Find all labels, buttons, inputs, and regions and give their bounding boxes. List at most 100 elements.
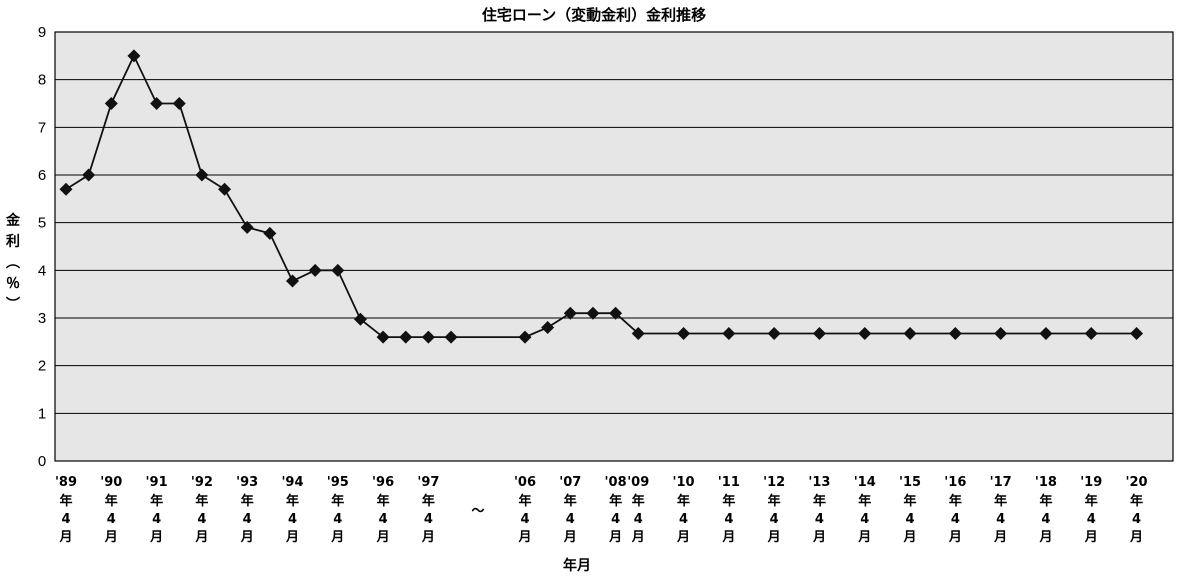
x-tick-suffix: 4 xyxy=(1041,512,1050,527)
y-axis-ticks: 0 1 2 3 4 5 6 7 8 9 xyxy=(38,24,46,470)
x-tick-suffix: 月 xyxy=(903,530,917,545)
x-tick-suffix: 4 xyxy=(243,512,252,527)
plot-area xyxy=(54,31,1174,462)
y-tick-label: 2 xyxy=(38,358,46,375)
x-tick-label: '15 年 4 月 xyxy=(899,475,921,545)
x-tick-label: '90 年 4 月 xyxy=(100,475,122,545)
x-tick-suffix: 4 xyxy=(996,512,1005,527)
x-tick-suffix: 4 xyxy=(679,512,688,527)
data-point xyxy=(150,97,164,110)
x-tick-label: '07 年 4 月 xyxy=(559,475,581,545)
x-tick-suffix: 年 xyxy=(422,493,435,509)
x-tick-label: '12 年 4 月 xyxy=(763,475,785,545)
x-tick-suffix: 4 xyxy=(107,512,116,527)
x-tick-suffix: 4 xyxy=(770,512,779,527)
data-point xyxy=(399,330,413,344)
x-tick-suffix: 月 xyxy=(104,530,118,545)
x-tick-suffix: 4 xyxy=(424,512,433,527)
y-axis-label-char: 利 xyxy=(6,233,20,250)
x-tick-label: '16 年 4 月 xyxy=(944,475,966,545)
x-tick-suffix: 月 xyxy=(149,530,163,545)
x-tick-year: '09 xyxy=(627,475,649,490)
data-point xyxy=(858,326,872,340)
x-tick-suffix: 4 xyxy=(951,512,960,527)
x-tick-label: '17 年 4 月 xyxy=(990,475,1012,545)
x-tick-suffix: 年 xyxy=(1085,493,1098,509)
x-tick-year: '91 xyxy=(146,475,168,490)
x-tick-year: '11 xyxy=(718,475,740,490)
axis-break-symbol: ～ xyxy=(471,504,484,519)
x-tick-suffix: 月 xyxy=(721,530,735,545)
y-axis-label-char: ％ xyxy=(6,276,20,292)
x-tick-suffix: 年 xyxy=(377,493,390,509)
x-tick-suffix: 4 xyxy=(815,512,824,527)
x-tick-suffix: 4 xyxy=(197,512,206,527)
x-tick-label: '14 年 4 月 xyxy=(854,475,876,545)
x-tick-label: '91 年 4 月 xyxy=(146,475,168,545)
x-tick-suffix: 年 xyxy=(994,493,1007,509)
data-point xyxy=(1084,326,1098,340)
x-tick-suffix: 年 xyxy=(241,493,254,509)
x-tick-suffix: 月 xyxy=(194,530,208,545)
data-point xyxy=(722,326,736,340)
x-tick-suffix: 4 xyxy=(634,512,643,527)
y-tick-label: 6 xyxy=(38,167,46,184)
x-tick-suffix: 4 xyxy=(1087,512,1096,527)
x-tick-suffix: 年 xyxy=(1039,493,1052,509)
x-tick-year: '16 xyxy=(944,475,966,490)
x-tick-suffix: 月 xyxy=(1129,530,1143,545)
data-point xyxy=(631,326,645,340)
data-point xyxy=(127,49,141,63)
data-point xyxy=(563,306,577,320)
data-point xyxy=(59,182,73,196)
x-tick-suffix: 年 xyxy=(813,493,826,509)
x-tick-year: '93 xyxy=(236,475,258,490)
x-tick-label: '95 年 4 月 xyxy=(327,475,349,545)
x-tick-suffix: 月 xyxy=(676,530,690,545)
data-point xyxy=(586,306,600,320)
x-tick-year: '06 xyxy=(514,475,536,490)
data-point xyxy=(421,330,435,344)
x-tick-suffix: 4 xyxy=(61,512,70,527)
x-tick-suffix: 年 xyxy=(518,493,531,509)
x-tick-suffix: 年 xyxy=(949,493,962,509)
x-tick-year: '07 xyxy=(559,475,581,490)
x-tick-suffix: 4 xyxy=(1132,512,1141,527)
x-tick-label: '06 年 4 月 xyxy=(514,475,536,545)
x-tick-label: '09 年 4 月 xyxy=(627,475,649,545)
x-tick-suffix: 4 xyxy=(906,512,915,527)
x-tick-suffix: 4 xyxy=(566,512,575,527)
y-tick-label: 7 xyxy=(38,119,46,136)
x-tick-label: '18 年 4 月 xyxy=(1035,475,1057,545)
y-axis-label-char: ︶ xyxy=(5,296,20,313)
y-tick-label: 5 xyxy=(38,215,46,232)
data-point xyxy=(331,263,345,277)
x-tick-suffix: 月 xyxy=(857,530,871,545)
x-tick-year: '96 xyxy=(372,475,394,490)
x-tick-suffix: 月 xyxy=(767,530,781,545)
data-point xyxy=(767,326,781,340)
x-tick-year: '20 xyxy=(1126,475,1148,490)
x-tick-suffix: 月 xyxy=(1038,530,1052,545)
data-point xyxy=(518,330,532,344)
y-tick-label: 4 xyxy=(38,262,46,279)
x-axis-ticks: '89年4月'90年4月'91年4月'92年4月'93年4月'94年4月'95年… xyxy=(55,475,1148,545)
x-tick-suffix: 月 xyxy=(240,530,254,545)
x-tick-suffix: 4 xyxy=(611,512,620,527)
y-tick-label: 3 xyxy=(38,310,46,327)
x-tick-label: '89 年 4 月 xyxy=(55,475,77,545)
x-tick-label: '96 年 4 月 xyxy=(372,475,394,545)
data-point xyxy=(195,168,209,182)
data-point xyxy=(948,326,962,340)
x-tick-suffix: 年 xyxy=(858,493,871,509)
y-axis-label: 金利 ︵ ％ ︶ xyxy=(5,212,21,313)
data-point xyxy=(172,97,186,110)
data-point xyxy=(104,97,118,110)
x-tick-year: '89 xyxy=(55,475,77,490)
data-point xyxy=(82,168,96,182)
x-tick-suffix: 月 xyxy=(517,530,531,545)
x-tick-suffix: 月 xyxy=(330,530,344,545)
x-tick-suffix: 年 xyxy=(331,493,344,509)
x-axis-label: 年月 xyxy=(563,557,591,574)
